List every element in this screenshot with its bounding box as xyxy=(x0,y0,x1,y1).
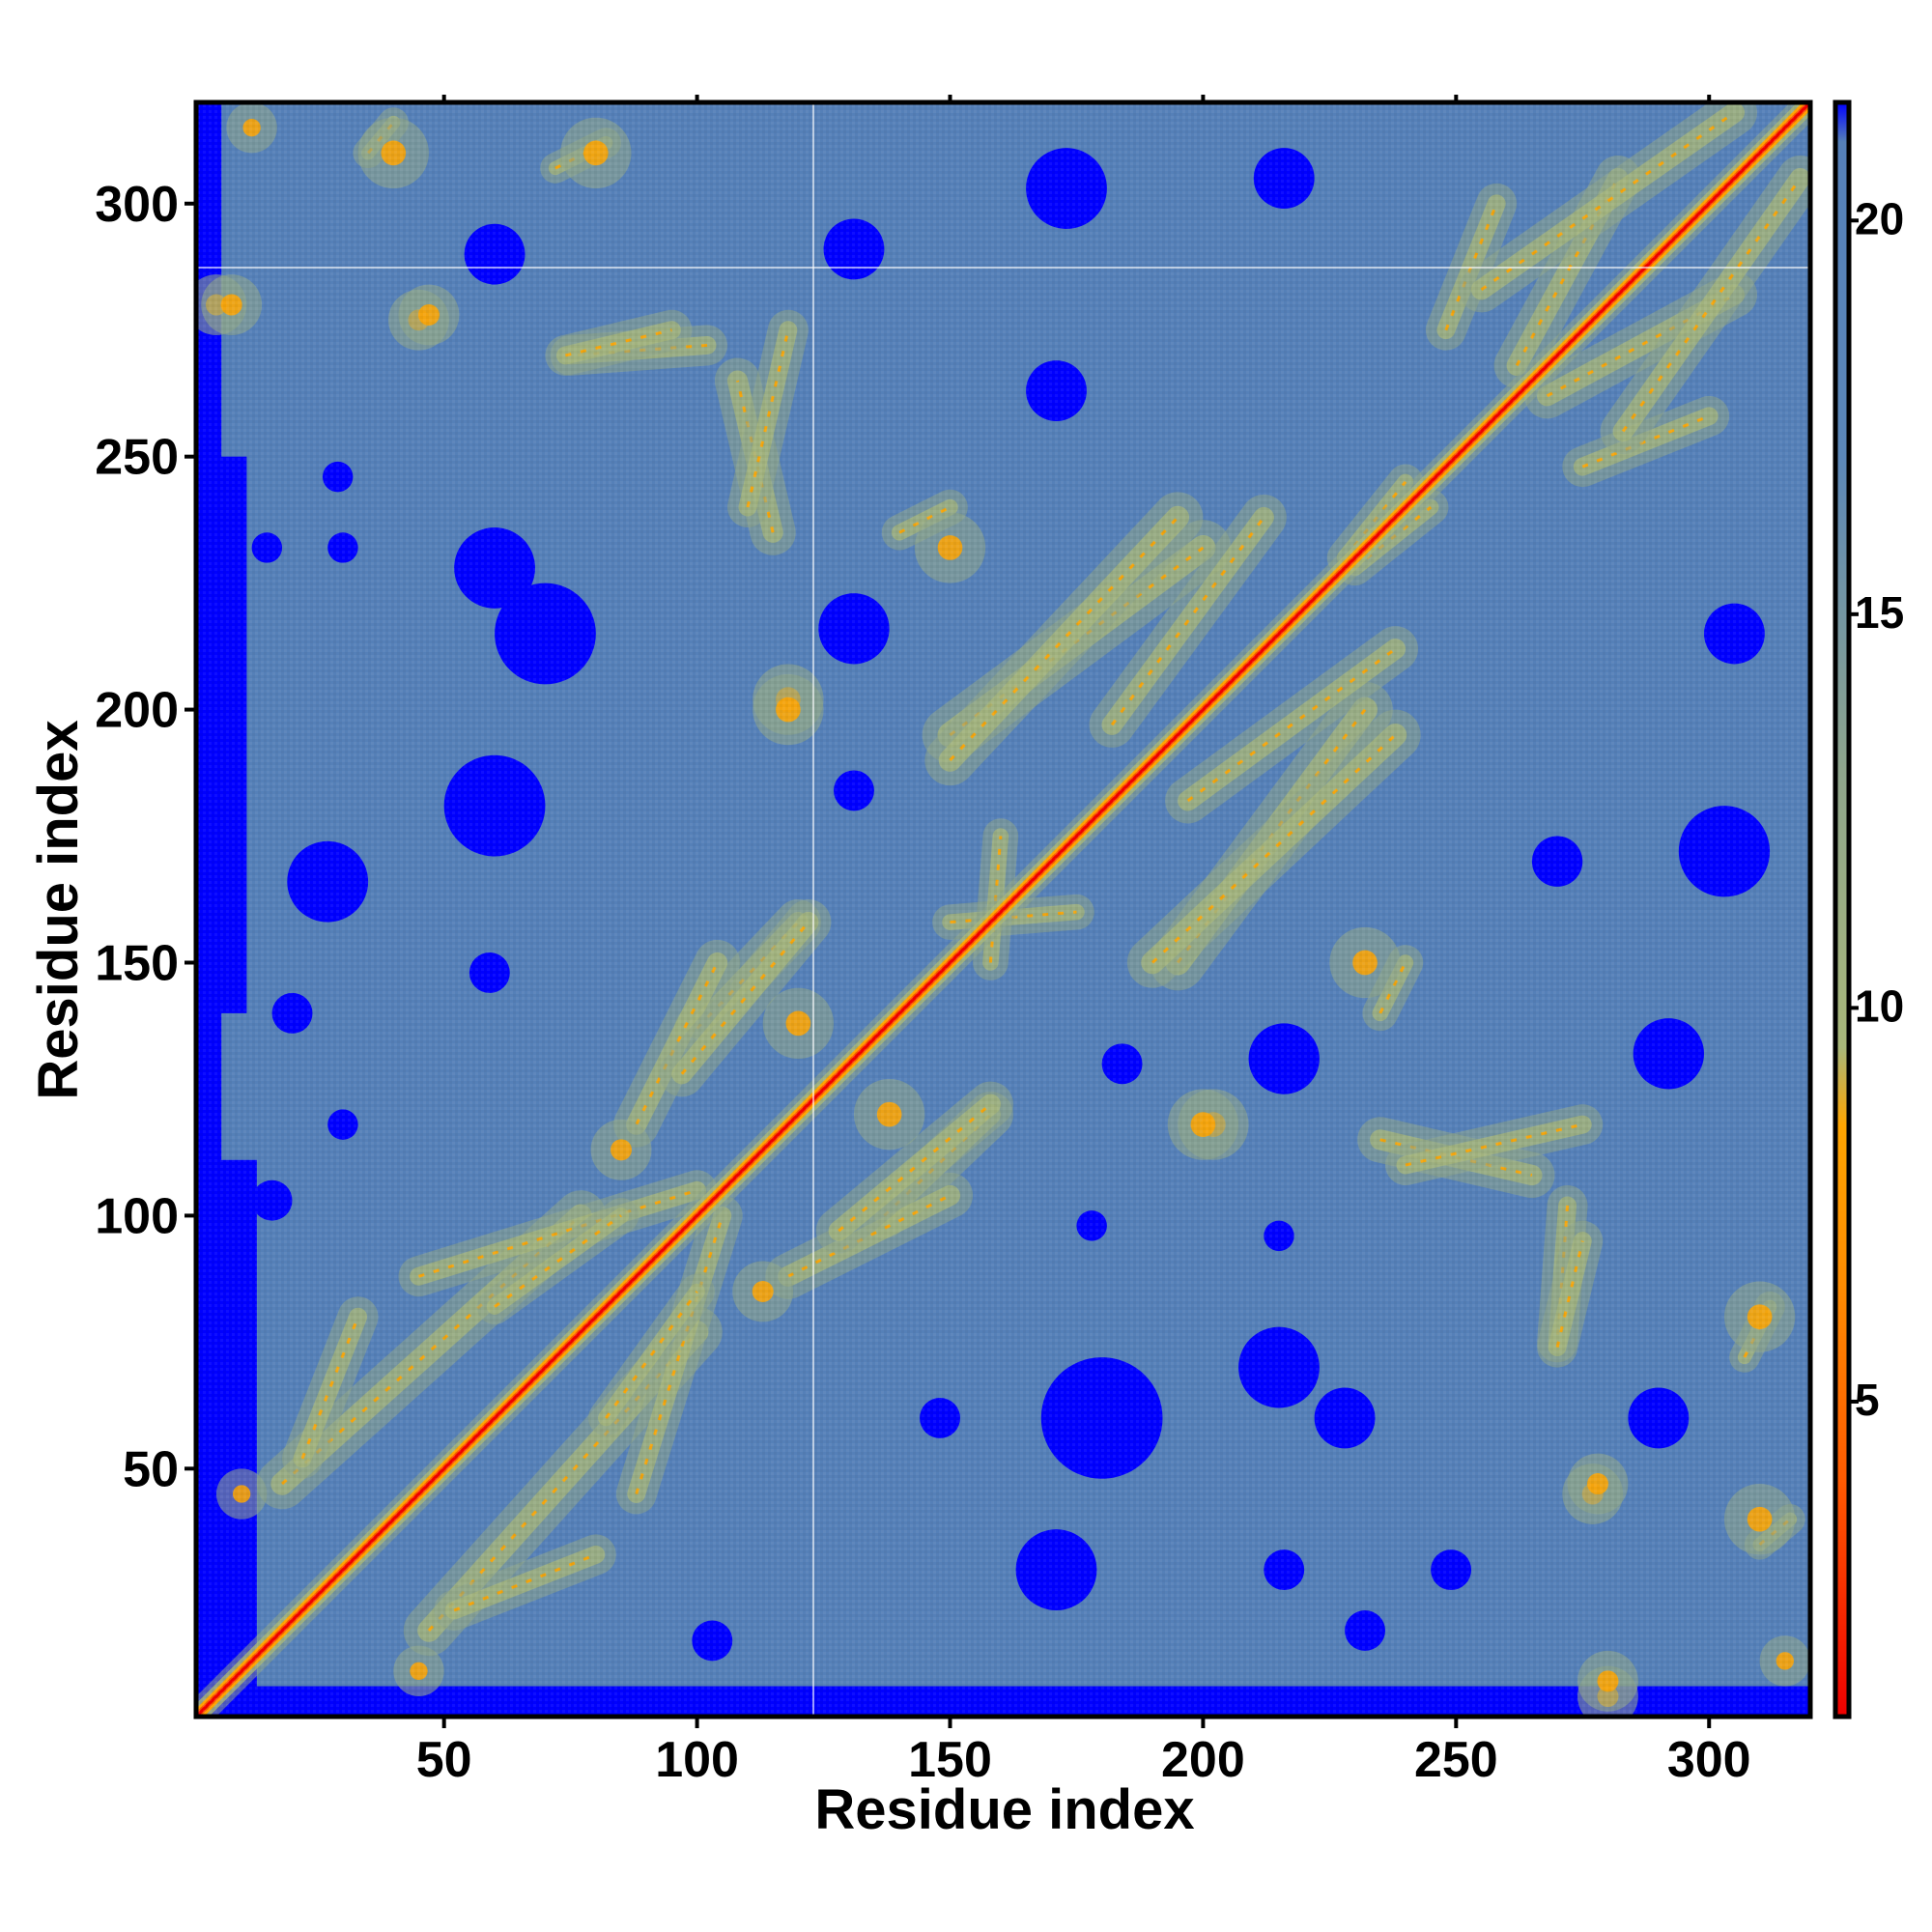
colorbar-tick-label: 15 xyxy=(1855,587,1904,638)
y-tick-label: 300 xyxy=(95,177,179,233)
top-axis-ticks xyxy=(441,95,1712,102)
plot-frame xyxy=(193,99,1813,1719)
y-tick-label: 150 xyxy=(95,936,179,992)
colorbar-tick-label: 20 xyxy=(1855,193,1904,243)
x-tick-label: 150 xyxy=(908,1732,992,1788)
colorbar-gradient xyxy=(1835,102,1849,1717)
x-axis-title: Residue index xyxy=(814,1778,1194,1841)
y-axis-title: Residue index xyxy=(27,720,90,1099)
x-axis: 50 100 150 200 250 300 xyxy=(416,1717,1751,1788)
colorbar-frame xyxy=(1833,99,1852,1719)
x-tick-label: 250 xyxy=(1414,1732,1498,1788)
x-tick-label: 300 xyxy=(1667,1732,1751,1788)
colorbar-tick-label: 10 xyxy=(1855,980,1904,1031)
x-tick-label: 200 xyxy=(1161,1732,1245,1788)
colorbar-tick-label: 5 xyxy=(1855,1375,1880,1425)
y-tick-label: 250 xyxy=(95,430,179,486)
pixel-texture xyxy=(196,102,1810,1717)
heatmap-plot-area xyxy=(193,99,1813,1719)
y-axis: 50 100 150 200 250 300 xyxy=(95,177,196,1497)
y-tick-label: 200 xyxy=(95,683,179,739)
x-tick-label: 100 xyxy=(655,1732,739,1788)
colorbar-ticks: 5 10 15 20 xyxy=(1849,193,1904,1425)
colorbar: 5 10 15 20 xyxy=(1833,99,1904,1719)
x-tick-label: 50 xyxy=(416,1732,472,1788)
y-tick-label: 100 xyxy=(95,1188,179,1244)
y-tick-label: 50 xyxy=(123,1441,179,1497)
